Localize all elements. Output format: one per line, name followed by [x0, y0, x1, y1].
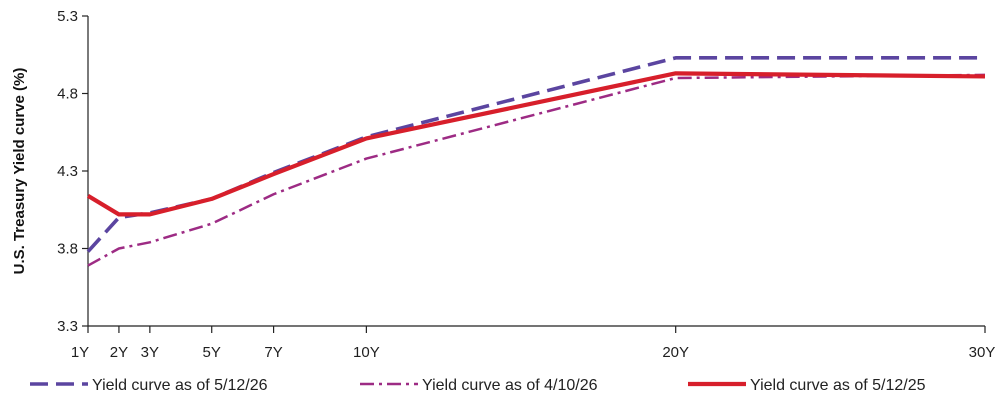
- series-layer: [86, 56, 986, 267]
- legend-label-3: Yield curve as of 5/12/25: [750, 377, 926, 394]
- x-tick-label: 3Y: [141, 344, 159, 361]
- labels-layer: 3.3 3.8 4.3 4.8 5.3 1Y 2Y 3Y 5Y 7Y 10Y 20Y 30Y U.S. T…: [11, 8, 995, 361]
- x-tick-label: 1Y: [71, 344, 89, 361]
- y-tick-label: 4.3: [57, 163, 78, 180]
- x-tick-label: 7Y: [264, 344, 282, 361]
- x-tick-label: 30Y: [969, 344, 996, 361]
- axes-layer: [82, 15, 986, 333]
- y-tick-label: 4.8: [57, 86, 78, 103]
- series-line-2: [87, 73, 986, 267]
- y-tick-label: 3.3: [57, 318, 78, 335]
- series-line-3: [86, 71, 986, 217]
- x-tick-label: 2Y: [110, 344, 128, 361]
- x-tick-label: 10Y: [353, 344, 380, 361]
- legend-label-2: Yield curve as of 4/10/26: [422, 377, 598, 394]
- x-tick-label: 20Y: [662, 344, 689, 361]
- x-tick-label: 5Y: [203, 344, 221, 361]
- legend-layer: Yield curve as of 5/12/26 Yield curve as …: [30, 377, 926, 394]
- y-tick-label: 3.8: [57, 241, 78, 258]
- y-axis-title: U.S. Treasury Yield curve (%): [11, 68, 28, 275]
- series-line-1: [86, 56, 985, 253]
- y-tick-label: 5.3: [57, 8, 78, 25]
- legend-label-1: Yield curve as of 5/12/26: [92, 377, 268, 394]
